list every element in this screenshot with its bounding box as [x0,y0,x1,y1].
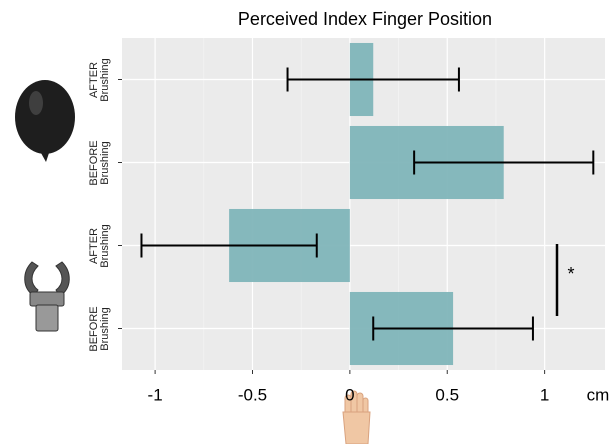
y-tick-label: BEFORE Brushing [88,139,111,186]
gripper-icon [24,261,70,332]
significance-star: * [567,264,574,284]
x-tick-label: 0.5 [435,385,459,404]
y-tick-label: BEFORE Brushing [88,305,111,352]
x-tick-label: -0.5 [238,385,267,404]
x-tick-label: 0 [345,385,354,404]
marks [140,42,595,366]
hand-icon [342,390,371,444]
x-axis-label: cm [587,385,610,404]
y-tick-label: AFTER Brushing [88,57,111,102]
balloon-icon [15,80,75,162]
y-tick-label: AFTER Brushing [88,223,111,268]
error-bar [413,150,595,175]
error-bar [286,67,460,92]
x-tick-label: 1 [540,385,549,404]
error-bar [140,233,318,258]
chart-title: Perceived Index Finger Position [238,9,492,29]
x-tick-label: -1 [148,385,163,404]
error-bar [372,316,534,341]
